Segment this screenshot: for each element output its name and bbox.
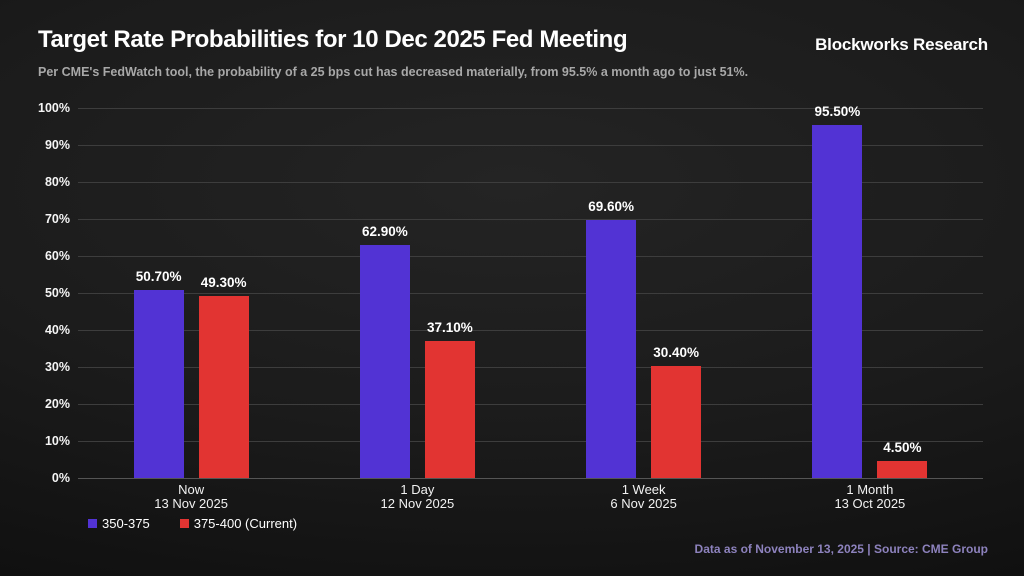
bar-350-375 — [133, 290, 184, 478]
gridline — [78, 441, 983, 442]
legend-swatch-purple — [88, 519, 97, 528]
bar-375-400-current- — [424, 340, 475, 478]
chart-legend: 350-375 375-400 (Current) — [88, 516, 297, 531]
bar-350-375 — [812, 124, 863, 478]
gridline — [78, 219, 983, 220]
gridline — [78, 367, 983, 368]
y-axis-tick-label: 30% — [44, 360, 70, 374]
y-axis-tick-label: 90% — [44, 138, 70, 152]
gridline — [78, 256, 983, 257]
bar-value-label: 4.50% — [883, 440, 922, 456]
legend-label: 375-400 (Current) — [193, 516, 298, 531]
bar-value-label: 95.50% — [814, 103, 861, 119]
bar-value-label: 30.40% — [653, 344, 700, 360]
legend-item-375-400: 375-400 (Current) — [179, 516, 298, 531]
y-axis-tick-label: 80% — [44, 175, 70, 189]
y-axis-tick-label: 20% — [44, 397, 70, 411]
legend-swatch-red — [179, 519, 189, 528]
gridline — [78, 330, 983, 331]
bar-375-400-current- — [198, 295, 249, 478]
gridline — [78, 182, 983, 183]
x-axis-tick-label: Now 13 Nov 2025 — [154, 482, 228, 511]
gridline — [78, 478, 983, 479]
gridline — [78, 293, 983, 294]
bar-350-375 — [359, 245, 410, 478]
gridline — [78, 108, 983, 109]
page-title: Target Rate Probabilities for 10 Dec 202… — [38, 26, 628, 53]
bar-value-label: 62.90% — [361, 224, 408, 240]
y-axis-tick-label: 50% — [44, 286, 70, 300]
y-axis-tick-label: 40% — [44, 323, 70, 337]
gridline — [78, 145, 983, 146]
bar-value-label: 49.30% — [200, 274, 247, 290]
x-axis-tick-label: 1 Day 12 Nov 2025 — [380, 482, 455, 511]
legend-label: 350-375 — [102, 516, 150, 531]
brand-logo-text: Blockworks Research — [815, 35, 988, 54]
y-axis-tick-label: 60% — [44, 249, 70, 263]
bar-350-375 — [586, 220, 637, 478]
chart-subtitle: Per CME's FedWatch tool, the probability… — [38, 65, 749, 79]
y-axis-tick-label: 100% — [38, 101, 70, 115]
legend-item-350-375: 350-375 — [88, 516, 150, 531]
y-axis-tick-label: 10% — [44, 434, 70, 448]
bar-375-400-current- — [651, 365, 702, 478]
x-axis-tick-label: 1 Week 6 Nov 2025 — [610, 482, 677, 511]
gridline — [78, 404, 983, 405]
y-axis-tick-label: 0% — [51, 471, 70, 485]
source-note: Data as of November 13, 2025 | Source: C… — [694, 542, 988, 556]
bar-value-label: 69.60% — [588, 199, 635, 215]
x-axis-tick-label: 1 Month 13 Oct 2025 — [834, 482, 906, 511]
y-axis-tick-label: 70% — [44, 212, 70, 226]
bar-value-label: 50.70% — [135, 269, 182, 285]
bar-value-label: 37.10% — [426, 319, 473, 335]
bar-375-400-current- — [877, 461, 928, 478]
